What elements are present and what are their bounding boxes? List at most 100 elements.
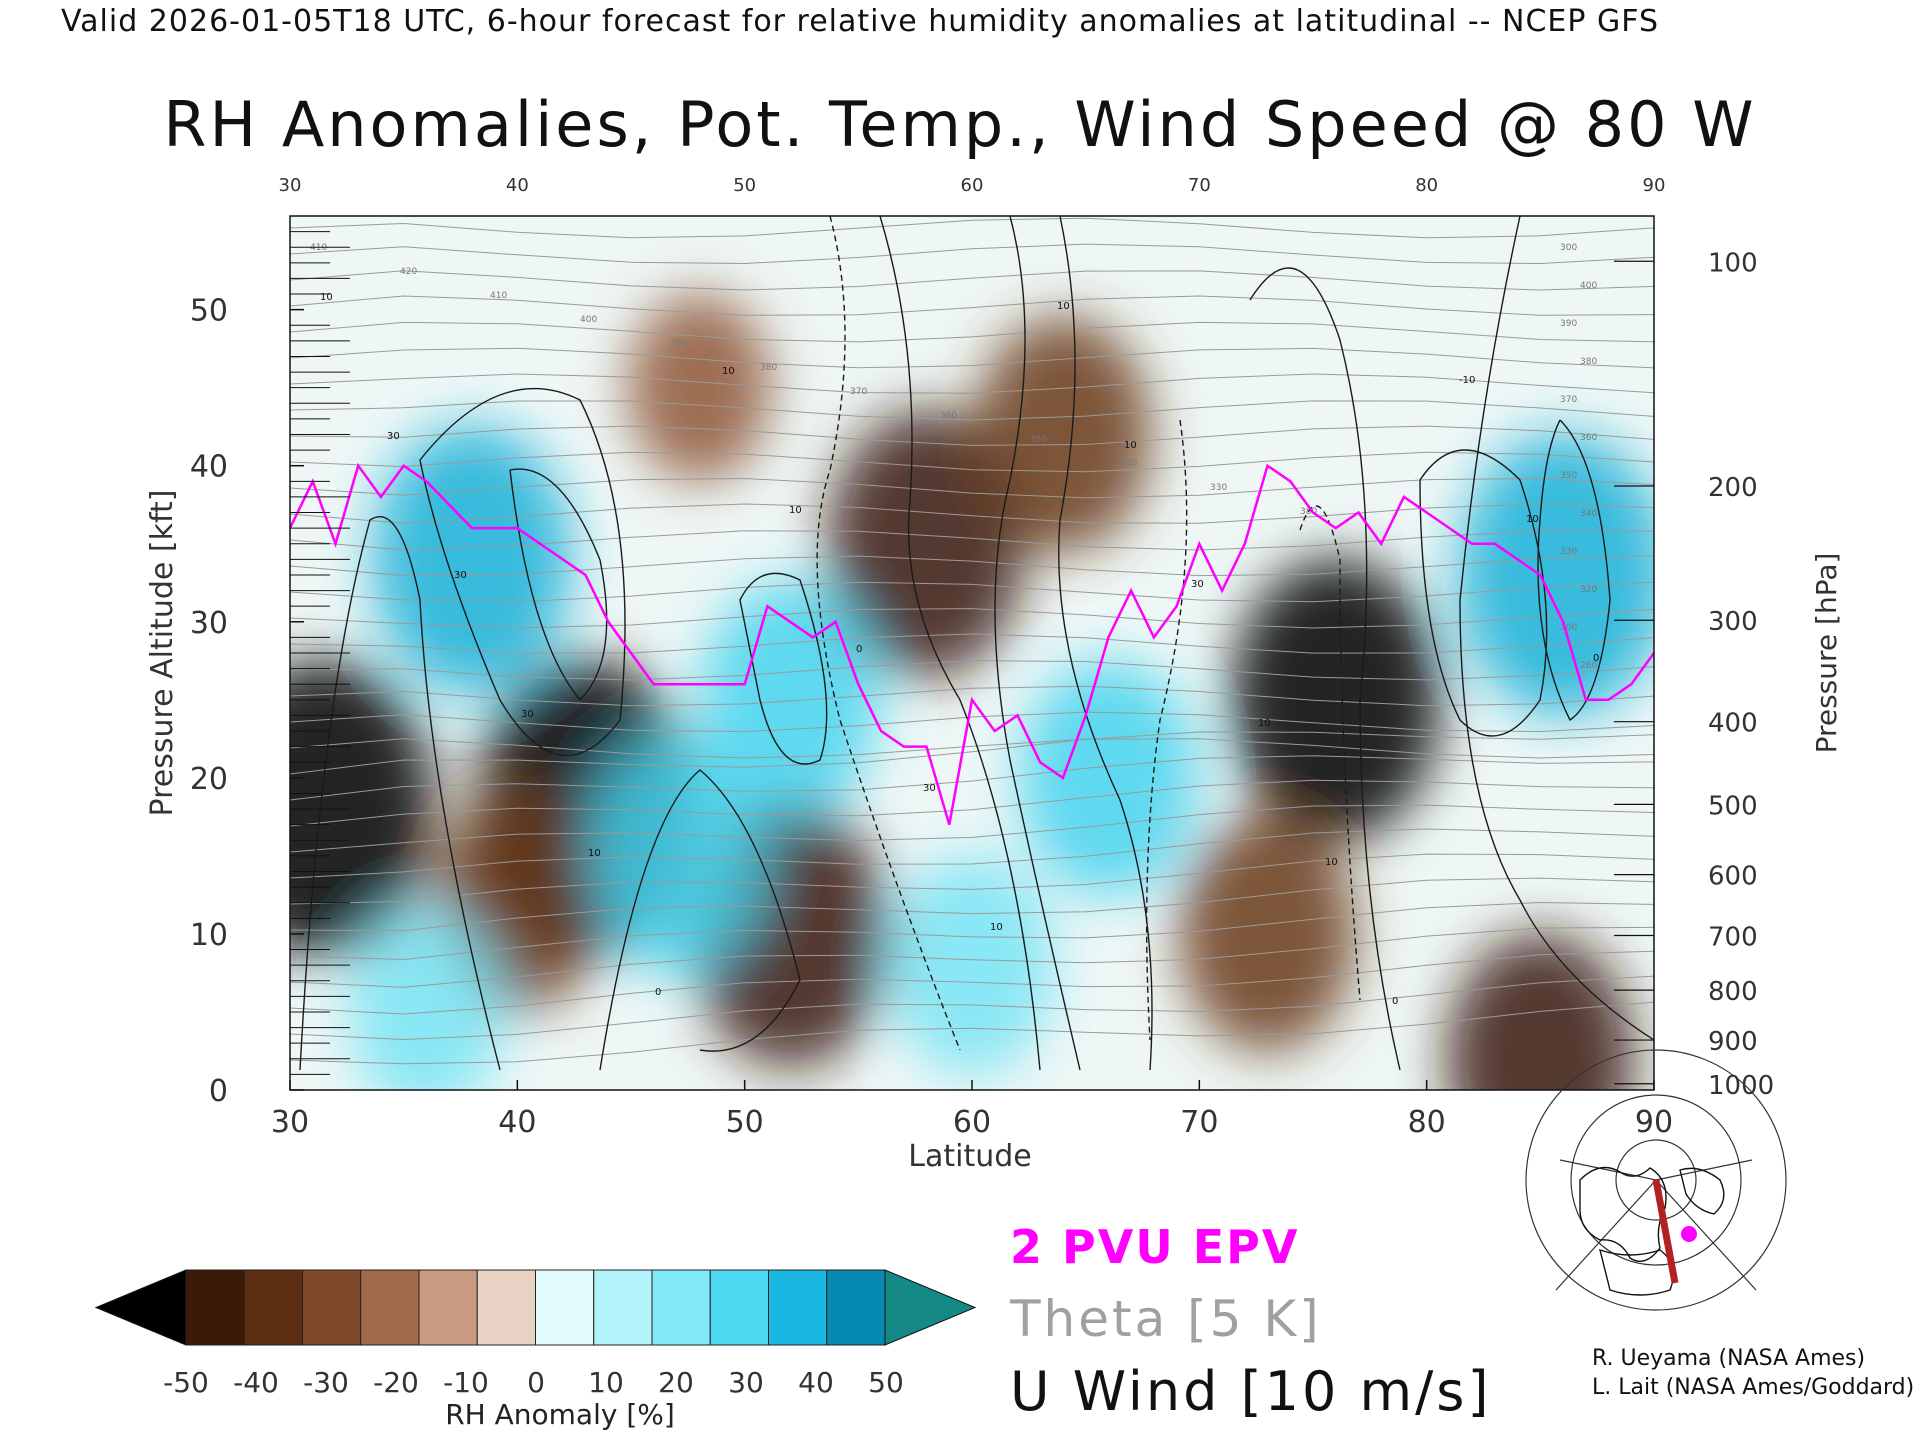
- theta-isentrope: [290, 877, 1654, 932]
- rh-anomaly-field: 4104204104003903803703603503403303803004…: [290, 216, 1654, 1090]
- colorbar-swatch: [360, 1269, 420, 1346]
- theta-contour-label: 410: [490, 291, 507, 301]
- uwind-contour: [1459, 216, 1654, 1041]
- map-coastline: [1579, 1166, 1667, 1262]
- rh-anomaly-cell: [627, 293, 771, 482]
- colorbar-tick-label: 40: [798, 1366, 834, 1399]
- colorbar-swatch: [535, 1269, 595, 1346]
- theta-isentrope: [290, 503, 1654, 524]
- pressure-tick-label: 600: [1708, 862, 1758, 892]
- theta-isentrope: [290, 295, 1654, 316]
- theta-contour-label: 400: [1580, 281, 1597, 291]
- uwind-contour: [509, 468, 608, 702]
- uwind-contour-label: 30: [521, 709, 534, 720]
- theta-isentrope: [290, 243, 1654, 265]
- uwind-contour-label: 10: [1258, 718, 1271, 729]
- theta-contour-label: 420: [400, 267, 417, 277]
- x-tick-label: 70: [1180, 1105, 1218, 1140]
- uwind-contour-label: 30: [1191, 579, 1204, 590]
- theta-contour-label: 390: [670, 339, 687, 349]
- uwind-contour-label: 10: [789, 505, 802, 516]
- theta-isentrope: [290, 738, 1654, 759]
- theta-contour-label: 330: [1210, 483, 1227, 493]
- theta-isentrope: [290, 477, 1654, 499]
- uwind-contour: [879, 216, 1041, 1071]
- theta-contour-label: 350: [1560, 471, 1577, 481]
- theta-contour-label: 260: [1580, 661, 1597, 671]
- rh-anomaly-cell: [1446, 932, 1634, 1090]
- uwind-contour: [816, 216, 961, 1051]
- map-latitude-ring: [1570, 1094, 1742, 1266]
- valid-time-line: Valid 2026-01-05T18 UTC, 6-hour forecast…: [60, 4, 1660, 39]
- theta-isentrope: [290, 347, 1654, 369]
- theta-isentrope: [290, 660, 1654, 681]
- uwind-contour: [1419, 449, 1548, 737]
- colorbar-tick-label: 10: [588, 1366, 624, 1399]
- uwind-contour-label: 10: [1057, 301, 1070, 312]
- rh-anomaly-cell: [974, 316, 1151, 553]
- rh-anomaly-cell: [372, 425, 571, 694]
- x-top-tick-label: 90: [1643, 175, 1666, 196]
- legend-theta: Theta [5 K]: [1010, 1290, 1322, 1348]
- theta-isentrope: [290, 975, 1654, 1041]
- pressure-tick-label: 500: [1708, 791, 1758, 821]
- uwind-contour-label: 10: [1124, 440, 1137, 451]
- x-top-tick-label: 30: [279, 175, 302, 196]
- credit-line: R. Ueyama (NASA Ames): [1592, 1346, 1866, 1371]
- colorbar-swatch: [709, 1269, 769, 1346]
- theta-contour-label: 370: [1560, 395, 1577, 405]
- theta-contour-label: 330: [1560, 547, 1577, 557]
- colorbar-tick-label: 0: [527, 1366, 545, 1399]
- theta-isentrope: [290, 779, 1654, 827]
- uwind-contour: [599, 769, 801, 1071]
- theta-contour-label: 350: [1030, 435, 1047, 445]
- uwind-contour-label: 0: [1593, 653, 1599, 664]
- theta-isentrope: [290, 950, 1654, 1015]
- pressure-tick-label: 900: [1708, 1027, 1758, 1057]
- polar-map-icon: [1525, 1049, 1787, 1315]
- theta-isentrope: [290, 926, 1654, 988]
- x-tick-label: 40: [498, 1105, 536, 1140]
- colorbar-tick-label: 20: [658, 1366, 694, 1399]
- x-tick-label: 30: [271, 1105, 309, 1140]
- colorbar-swatch: [476, 1269, 536, 1346]
- uwind-contour-label: 30: [923, 783, 936, 794]
- chart-title: RH Anomalies, Pot. Temp., Wind Speed @ 8…: [163, 88, 1757, 161]
- theta-isentrope: [290, 321, 1654, 343]
- theta-contour-label: 360: [1580, 433, 1597, 443]
- map-meridian: [1559, 1159, 1657, 1181]
- x-top-tick-label: 50: [733, 175, 756, 196]
- colorbar-low-arrow: [94, 1269, 187, 1346]
- theta-isentrope: [290, 451, 1654, 473]
- rh-anomaly-cell: [1179, 815, 1356, 1052]
- uwind-contour-label: 10: [1325, 857, 1338, 868]
- theta-contour-label: 300: [1560, 243, 1577, 253]
- colorbar-swatch: [418, 1269, 478, 1346]
- colorbar-tick-label: -40: [233, 1366, 279, 1399]
- epv-2pvu-line: [290, 462, 1654, 826]
- uwind-contour-label: 0: [655, 987, 661, 998]
- theta-isentrope: [290, 731, 1654, 775]
- pressure-tick-label: 700: [1708, 922, 1758, 952]
- map-latitude-ring: [1525, 1049, 1787, 1311]
- uwind-contour: [1299, 505, 1361, 1001]
- pressure-tick-label: 200: [1708, 473, 1758, 503]
- theta-isentrope: [290, 217, 1654, 239]
- y-tick-label: 50: [190, 294, 228, 329]
- y-tick-label: 40: [190, 450, 228, 485]
- uwind-contour: [1249, 267, 1401, 1071]
- map-marker: [1681, 1226, 1697, 1242]
- rh-anomaly-cell: [702, 581, 879, 818]
- colorbar-swatch: [243, 1269, 303, 1346]
- pressure-tick-label: 100: [1708, 248, 1758, 278]
- colorbar-swatch: [651, 1269, 711, 1346]
- legend-uwind: U Wind [10 m/s]: [1010, 1360, 1492, 1423]
- x-top-tick-label: 80: [1415, 175, 1438, 196]
- rh-anomaly-cell: [1458, 433, 1654, 717]
- colorbar-swatch: [185, 1269, 245, 1346]
- uwind-contour-label: 10: [320, 292, 333, 303]
- rh-anomaly-cell: [290, 659, 435, 960]
- x-top-tick-label: 60: [961, 175, 984, 196]
- colorbar-swatch: [302, 1269, 362, 1346]
